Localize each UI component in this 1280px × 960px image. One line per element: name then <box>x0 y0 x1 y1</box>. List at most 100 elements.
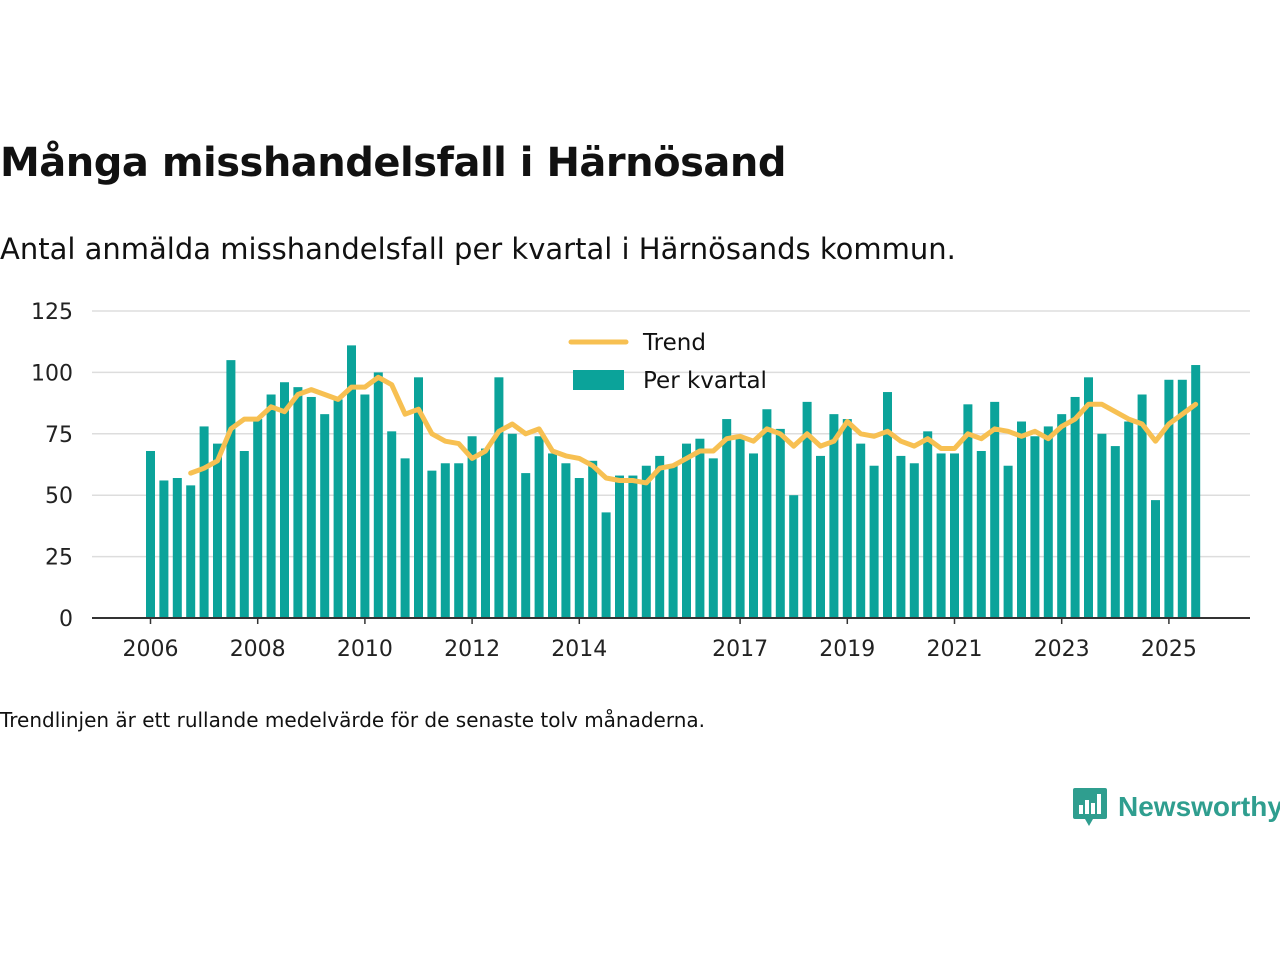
bar <box>816 455 825 618</box>
bar <box>950 453 959 618</box>
bar <box>842 419 852 618</box>
bar <box>333 399 343 618</box>
bar <box>440 463 450 618</box>
bar <box>199 426 209 618</box>
x-tick-label: 2006 <box>123 637 179 662</box>
bar <box>601 512 611 618</box>
bar <box>146 450 155 618</box>
bar <box>1191 365 1201 618</box>
bar <box>494 377 504 618</box>
x-tick-label: 2017 <box>712 637 768 662</box>
bar <box>615 475 624 618</box>
bar <box>909 463 919 618</box>
bar <box>682 443 691 618</box>
bar <box>1070 396 1080 618</box>
x-tick-label: 2019 <box>819 637 875 662</box>
chart-title: Många misshandelsfall i Härnösand <box>0 140 787 186</box>
bar <box>641 465 651 618</box>
bar <box>708 458 718 618</box>
y-tick-label: 75 <box>45 423 73 448</box>
y-axis-ticks: 0 25 50 75 100 125 <box>31 300 73 632</box>
bar <box>186 485 196 618</box>
x-tick-label: 2012 <box>444 637 500 662</box>
bar <box>1097 433 1107 618</box>
newsworthy-logo[interactable]: Newsworthy <box>1072 786 1280 828</box>
y-tick-label: 0 <box>59 607 73 632</box>
bar <box>735 438 745 618</box>
bar <box>936 453 946 618</box>
bar <box>320 414 330 618</box>
bar <box>467 436 477 618</box>
bar <box>762 409 772 618</box>
bar <box>1057 414 1067 618</box>
legend-bar-label: Per kvartal <box>643 368 767 394</box>
y-tick-label: 100 <box>31 361 73 386</box>
bar <box>360 394 370 618</box>
x-axis-ticks: 2006 2008 2010 2012 2014 2017 2019 2021 2023 2025 <box>123 618 1197 662</box>
bar <box>1151 500 1160 618</box>
legend-trend-label: Trend <box>642 330 706 356</box>
bar <box>400 458 410 618</box>
bar <box>387 431 397 618</box>
x-tick-label: 2021 <box>927 637 983 662</box>
x-tick-label: 2023 <box>1034 637 1090 662</box>
bar <box>172 478 182 618</box>
bar <box>829 414 839 618</box>
bar <box>802 401 812 618</box>
x-tick-label: 2010 <box>337 637 393 662</box>
y-tick-label: 125 <box>31 300 73 325</box>
bar <box>561 463 571 618</box>
x-tick-label: 2025 <box>1141 637 1197 662</box>
bar <box>990 401 1000 618</box>
bar <box>481 448 490 618</box>
newsworthy-logo-text: Newsworthy <box>1118 791 1280 822</box>
bar <box>226 360 236 618</box>
bar <box>1043 426 1053 618</box>
bar <box>454 463 464 618</box>
chart-subtitle: Antal anmälda misshandelsfall per kvarta… <box>0 232 956 266</box>
bar <box>896 455 906 618</box>
x-tick-label: 2008 <box>230 637 286 662</box>
bar <box>534 436 544 618</box>
y-tick-label: 25 <box>45 546 73 571</box>
bar <box>655 455 665 618</box>
bar <box>1137 394 1147 618</box>
bar <box>266 394 276 618</box>
bar <box>414 377 423 618</box>
bar <box>253 419 263 618</box>
legend-bar-swatch <box>573 370 624 390</box>
newsworthy-logo-icon <box>1073 788 1107 826</box>
bar <box>1177 379 1187 618</box>
bar <box>213 443 222 618</box>
bar <box>280 382 289 618</box>
y-tick-label: 50 <box>45 484 73 509</box>
bar <box>293 387 303 618</box>
bar <box>521 473 531 618</box>
bar <box>1003 465 1013 618</box>
legend: Trend Per kvartal <box>568 330 767 394</box>
bar <box>883 392 892 618</box>
bar-series <box>146 345 1201 618</box>
bar <box>588 460 598 618</box>
bar <box>628 475 638 618</box>
bar <box>722 419 732 618</box>
bar <box>1030 436 1040 618</box>
bar <box>1084 377 1093 618</box>
bar <box>347 345 356 618</box>
bar <box>548 453 557 618</box>
bar <box>306 396 316 618</box>
bar <box>427 470 437 618</box>
bar <box>749 453 758 618</box>
bar <box>963 404 973 618</box>
bar <box>869 465 879 618</box>
x-tick-label: 2014 <box>551 637 607 662</box>
bar <box>1164 379 1174 618</box>
bar <box>923 431 933 618</box>
footnote: Trendlinjen är ett rullande medelvärde f… <box>0 708 706 732</box>
bar <box>695 438 705 618</box>
bar <box>1017 421 1026 618</box>
bar <box>159 480 169 618</box>
bar <box>507 433 517 618</box>
bar <box>373 372 383 618</box>
